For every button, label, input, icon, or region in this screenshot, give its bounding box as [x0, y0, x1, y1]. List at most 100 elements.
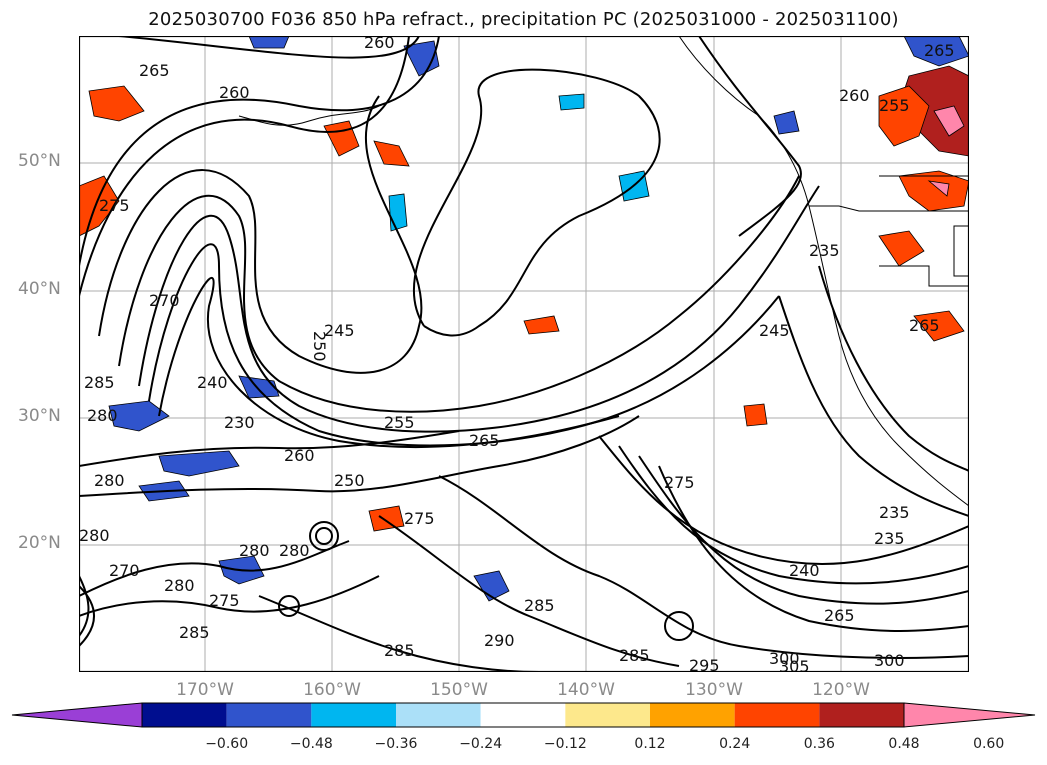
precip-patch-e-orange2	[913, 310, 965, 342]
precip-patch-n-blue2	[248, 36, 290, 49]
precip-patch-s-orange	[368, 505, 405, 532]
contour-label: 300	[874, 651, 905, 670]
colorbar-segment	[650, 703, 735, 727]
contour-label: 255	[384, 413, 415, 432]
colorbar-extend-low	[11, 702, 143, 728]
contour-label: 240	[197, 373, 228, 392]
contour-label: 285	[524, 596, 555, 615]
lon-label-150w: 150°W	[430, 680, 488, 700]
colorbar-tick-label: −0.24	[459, 736, 503, 752]
lat-label-40n: 40°N	[18, 279, 61, 299]
contour-label: 285	[179, 623, 210, 642]
colorbar-tick-label: 0.48	[888, 736, 920, 752]
lon-label-130w: 130°W	[685, 680, 743, 700]
contour-label: 280	[87, 406, 118, 425]
contour-label: 285	[619, 646, 650, 665]
colorbar-extend-high	[903, 702, 1036, 728]
contour-label: 275	[404, 509, 435, 528]
lat-label-20n: 20°N	[18, 533, 61, 553]
precip-patch-w-blue	[108, 400, 170, 432]
contour-label: 300	[769, 649, 800, 668]
precip-patch-c-orange	[523, 315, 560, 335]
precip-patch-se-orange	[743, 403, 768, 427]
contour-label: 280	[279, 541, 310, 560]
precip-patches	[79, 36, 969, 602]
map-panel: 265 260 245 240 230 270 275 285 280 255 …	[79, 36, 969, 672]
precip-patch-ne-blue2	[773, 110, 800, 135]
contour-label: 250	[334, 471, 365, 490]
precip-patch-ne-blue	[903, 36, 969, 67]
contour-label: 305	[779, 657, 810, 672]
map-frame	[79, 36, 969, 672]
lon-label-120w: 120°W	[812, 680, 870, 700]
colorbar-segments	[11, 702, 1036, 728]
contour-label: 295	[689, 656, 720, 672]
contour-label: 275	[99, 196, 130, 215]
contour-label: 230	[224, 413, 255, 432]
contour-label: 235	[809, 241, 840, 260]
contour-label: 280	[164, 576, 195, 595]
contour-label: 280	[79, 526, 110, 545]
colorbar-segment	[311, 703, 396, 727]
contour-label: 265	[824, 606, 855, 625]
contour-label: 245	[759, 321, 790, 340]
precip-patch-n-blue	[403, 40, 440, 77]
contour-label: 285	[384, 641, 415, 660]
lon-label-160w: 160°W	[303, 680, 361, 700]
contour-label: 285	[84, 373, 115, 392]
contour-label: 265	[139, 61, 170, 80]
colorbar-tick-label: 0.24	[719, 736, 751, 752]
colorbar-tick-label: −0.48	[289, 736, 333, 752]
colorbar-tick-label: −0.60	[205, 736, 249, 752]
contour-labels: 265 260 245 240 230 270 275 285 280 255 …	[79, 36, 955, 672]
contour-label: 270	[149, 291, 180, 310]
refractivity-contours	[79, 36, 969, 672]
precip-patch-c-blue3	[558, 93, 585, 111]
colorbar-tick-label: 0.60	[973, 736, 1005, 752]
lon-label-170w: 170°W	[176, 680, 234, 700]
colorbar-segment	[734, 703, 820, 727]
colorbar	[11, 702, 1036, 728]
precip-patch-sw-blue	[158, 450, 240, 477]
contour-label: 235	[874, 529, 905, 548]
precip-patch-mid-orange2	[373, 140, 410, 167]
colorbar-tick-label: −0.36	[374, 736, 418, 752]
contour-label: 280	[94, 471, 125, 490]
precip-patch-ne-orange	[878, 85, 930, 147]
precip-patch-c-blue2	[388, 193, 408, 232]
contour-label: 265	[469, 431, 500, 450]
contour-label: 260	[364, 36, 395, 52]
contour-label: 280	[239, 541, 270, 560]
lat-label-30n: 30°N	[18, 406, 61, 426]
precip-patch-e-pink	[927, 180, 950, 197]
contour-label: 260	[284, 446, 315, 465]
colorbar-tick-label: 0.12	[634, 736, 666, 752]
contour-label: 240	[789, 561, 820, 580]
contour-label: 235	[879, 503, 910, 522]
contour-label: 270	[109, 561, 140, 580]
contour-label: 250	[310, 331, 329, 362]
colorbar-segment	[142, 703, 227, 727]
precip-patch-w-red	[88, 85, 145, 122]
contour-label: 260	[839, 86, 870, 105]
precip-patch-e-red	[898, 170, 969, 212]
contour-label: 275	[209, 591, 240, 610]
colorbar-segment	[819, 703, 904, 727]
precip-patch-e-orange	[878, 230, 925, 267]
colorbar-segment	[480, 703, 566, 727]
colorbar-tick-label: 0.36	[803, 736, 835, 752]
colorbar-segment	[396, 703, 481, 727]
precip-patch-ne-pink	[933, 105, 965, 137]
contour-label: 260	[219, 83, 250, 102]
lon-label-140w: 140°W	[557, 680, 615, 700]
contour-label: 265	[924, 41, 955, 60]
contour-label: 245	[324, 321, 355, 340]
colorbar-segment	[226, 703, 312, 727]
chart-title: 2025030700 F036 850 hPa refract., precip…	[148, 9, 899, 30]
contour-label: 275	[664, 473, 695, 492]
contour-label: 290	[484, 631, 515, 650]
colorbar-tick-label: −0.12	[543, 736, 587, 752]
contour-label: 255	[879, 96, 910, 115]
contour-label: 265	[909, 316, 940, 335]
colorbar-segment	[565, 703, 650, 727]
